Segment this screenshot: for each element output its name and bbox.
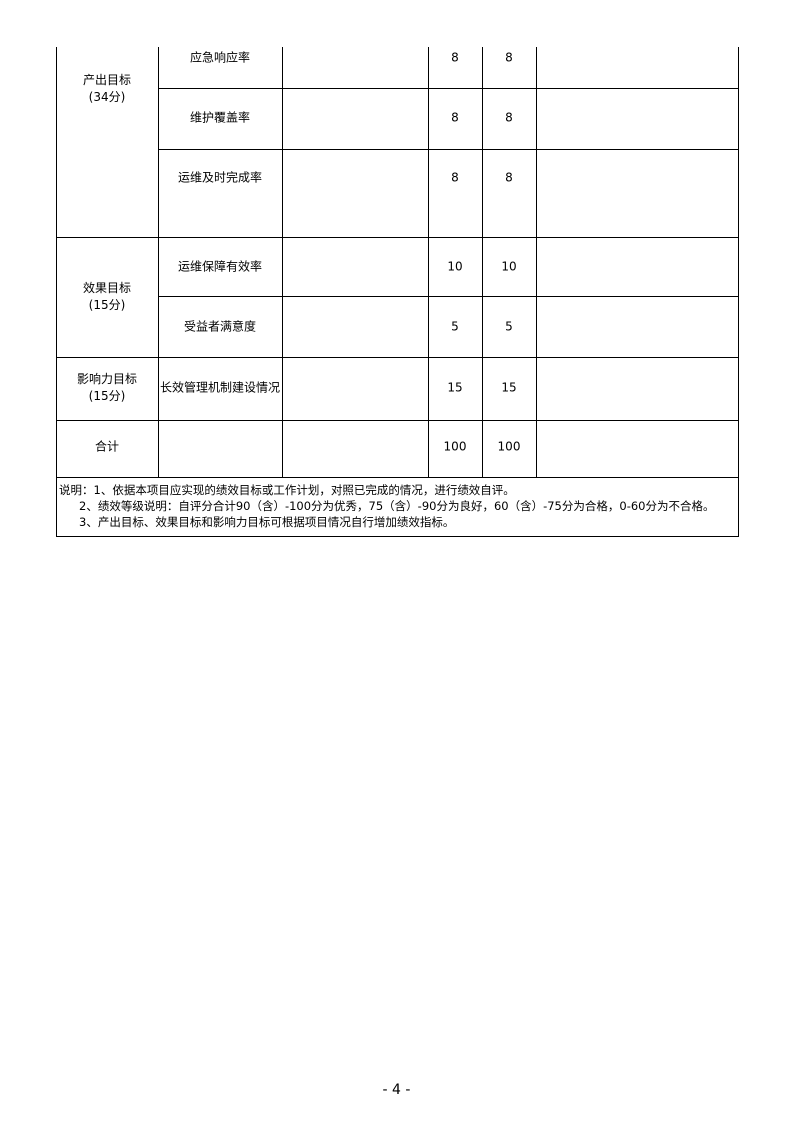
indicator-cell: 维护覆盖率 [189,110,250,125]
row-divider [158,88,739,89]
table-border [738,47,739,537]
table-border [56,47,57,537]
category-cell: 产出目标 (34分) [56,72,158,106]
column-divider [282,47,283,477]
indicator-cell: 长效管理机制建设情况 [159,380,280,395]
full-score-cell: 5 [451,319,459,334]
column-divider [428,47,429,477]
self-score-cell: 8 [505,50,513,65]
category-cell: 效果目标 (15分) [56,280,158,314]
self-score-cell: 15 [501,380,517,395]
full-score-cell: 8 [451,110,459,125]
category-score: (15分) [88,389,126,403]
category-label: 效果目标 [82,281,131,295]
self-score-cell: 10 [501,259,517,274]
self-score-cell: 8 [505,110,513,125]
category-label: 产出目标 [82,73,131,87]
total-self-score: 100 [497,439,521,454]
indicator-cell: 运维及时完成率 [177,170,262,185]
total-label: 合计 [94,439,119,454]
category-cell: 影响力目标 (15分) [56,371,158,405]
full-score-cell: 15 [447,380,463,395]
category-score: (34分) [88,90,126,104]
category-label: 影响力目标 [76,372,137,386]
column-divider [482,47,483,477]
note-line: 2、绩效等级说明：自评分合计90（含）-100分为优秀，75（含）-90分为良好… [79,499,715,513]
row-divider [56,357,739,358]
full-score-cell: 8 [451,50,459,65]
row-divider [56,477,739,478]
self-score-cell: 8 [505,170,513,185]
row-divider [56,237,739,238]
row-divider [158,296,739,297]
full-score-cell: 8 [451,170,459,185]
full-score-cell: 10 [447,259,463,274]
notes: 说明：1、依据本项目应实现的绩效目标或工作计划，对照已完成的情况，进行绩效自评。… [59,482,714,530]
column-divider [536,47,537,477]
row-divider [56,420,739,421]
note-line: 说明：1、依据本项目应实现的绩效目标或工作计划，对照已完成的情况，进行绩效自评。 [59,483,515,497]
page-number: - 4 - [382,1082,411,1098]
indicator-cell: 受益者满意度 [183,319,256,334]
row-divider [158,149,739,150]
total-full-score: 100 [443,439,467,454]
indicator-cell: 运维保障有效率 [177,259,262,274]
note-line: 3、产出目标、效果目标和影响力目标可根据项目情况自行增加绩效指标。 [79,515,455,529]
table-border [56,536,739,537]
self-score-cell: 5 [505,319,513,334]
category-score: (15分) [88,298,126,312]
indicator-cell: 应急响应率 [189,50,250,65]
column-divider [158,47,159,477]
